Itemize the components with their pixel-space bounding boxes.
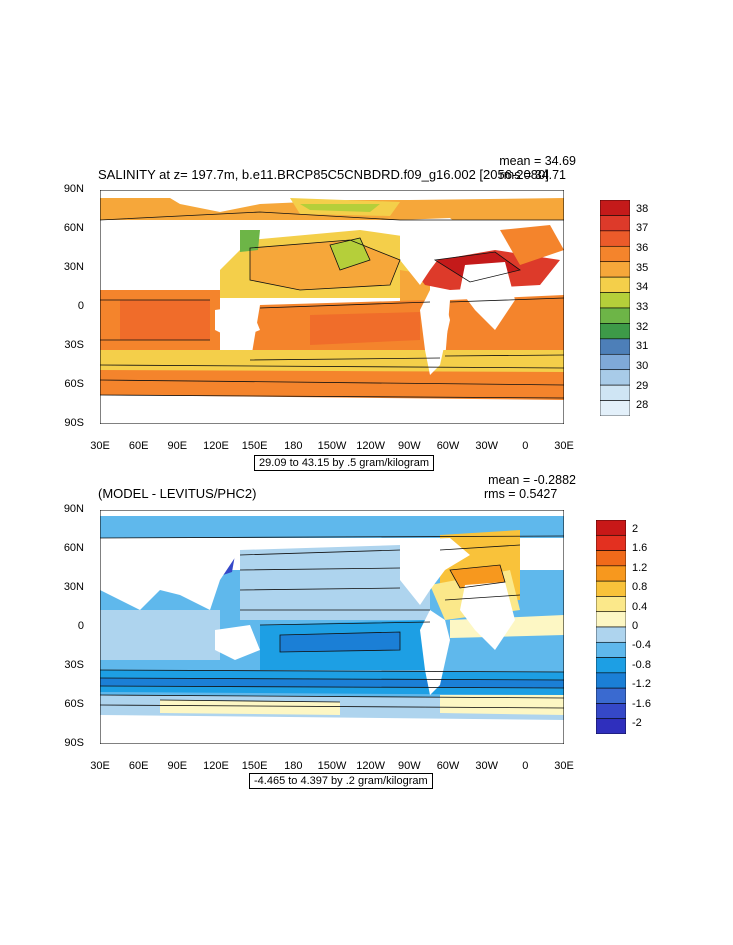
legend-swatch	[596, 534, 626, 551]
lon-tick-label: 90W	[398, 440, 421, 452]
legend-label: 31	[636, 340, 649, 353]
salinity-legend	[600, 200, 630, 416]
lat-tick-label: 60N	[63, 542, 84, 554]
lon-tick-label: 150W	[317, 440, 347, 452]
lon-tick-label: 120E	[203, 760, 229, 772]
rms-value: rms = 34.71	[499, 168, 566, 182]
panel-title: SALINITY at z= 197.7m, b.e11.BRCP85C5CNB…	[98, 167, 549, 182]
legend-swatch	[596, 626, 626, 643]
legend-swatch	[596, 718, 626, 734]
lon-tick-label: 30E	[90, 760, 110, 772]
lon-tick-label: 150E	[241, 760, 268, 772]
lon-tick-label: 0	[522, 440, 529, 452]
legend-swatch	[596, 550, 626, 567]
lon-tick-label: 150E	[241, 440, 268, 452]
lon-tick-label: 90E	[167, 440, 188, 452]
legend-swatch	[596, 596, 626, 613]
legend-swatch	[596, 703, 626, 720]
legend-label: 32	[636, 320, 649, 333]
lon-tick-label: 60E	[128, 760, 149, 772]
legend-swatch	[596, 657, 626, 674]
legend-swatch	[596, 611, 626, 628]
legend-swatch	[596, 641, 626, 658]
legend-label: 2	[632, 522, 639, 535]
legend-label: 37	[636, 222, 649, 235]
lat-tick-label: 60S	[64, 698, 84, 710]
salinity-map	[100, 190, 564, 424]
lon-tick-label: 90W	[398, 760, 421, 772]
lat-tick-label: 90S	[64, 417, 84, 429]
lon-tick-label: 150W	[317, 760, 347, 772]
legend-label: 34	[636, 281, 649, 294]
lat-tick-label: 90S	[64, 737, 84, 749]
lat-tick-label: 90N	[63, 503, 84, 515]
lat-tick-label: 0	[77, 300, 84, 312]
legend-label: 28	[636, 399, 649, 412]
mean-value: mean = 34.69	[499, 154, 576, 168]
lat-tick-label: 60S	[64, 378, 84, 390]
legend-label: 0	[632, 620, 639, 632]
legend-label: -0.8	[632, 658, 651, 671]
difference-legend	[596, 520, 626, 734]
legend-swatch	[596, 672, 626, 689]
lon-tick-label: 120E	[203, 440, 229, 452]
lat-tick-label: 30S	[64, 659, 84, 671]
contour-info: 29.09 to 43.15 by .5 gram/kilogram	[254, 455, 434, 471]
legend-swatch	[596, 687, 626, 704]
rms-value: rms = 0.5427	[484, 487, 558, 501]
legend-label: 0.4	[632, 600, 648, 613]
lon-tick-label: 30E	[554, 760, 574, 772]
legend-label: -1.6	[632, 697, 651, 710]
lon-tick-label: 60E	[128, 440, 149, 452]
lat-tick-label: 30S	[64, 339, 84, 351]
mean-value: mean = -0.2882	[488, 473, 576, 487]
legend-label: 38	[636, 202, 649, 215]
lat-tick-label: 60N	[63, 222, 84, 234]
lat-tick-label: 30N	[63, 261, 84, 273]
salinity-panel: mean = 34.69 SALINITY at z= 197.7m, b.e1…	[63, 154, 649, 471]
legend-label: 29	[636, 379, 649, 392]
lat-tick-label: 90N	[63, 183, 84, 195]
lon-tick-label: 30E	[90, 440, 110, 452]
lon-tick-label: 0	[522, 760, 529, 772]
lon-tick-label: 30W	[475, 440, 498, 452]
difference-map	[100, 510, 564, 744]
lon-tick-label: 120W	[356, 440, 386, 452]
legend-label: 36	[636, 242, 649, 255]
lon-tick-label: 30E	[554, 440, 574, 452]
legend-label: 1.2	[632, 561, 648, 574]
lat-tick-label: 30N	[63, 581, 84, 593]
contour-info: -4.465 to 4.397 by .2 gram/kilogram	[249, 773, 433, 789]
lon-tick-label: 180	[284, 760, 303, 772]
lon-tick-label: 90E	[167, 760, 188, 772]
legend-label: 35	[636, 261, 649, 274]
legend-label: -2	[632, 717, 642, 730]
legend-label: -1.2	[632, 678, 651, 691]
legend-label: 1.6	[632, 542, 648, 555]
legend-swatch	[596, 520, 626, 536]
legend-label: -0.4	[632, 639, 651, 652]
legend-swatch	[596, 580, 626, 597]
legend-label: 30	[636, 359, 649, 372]
panel-title: (MODEL - LEVITUS/PHC2)	[98, 486, 257, 501]
legend-swatch	[596, 565, 626, 582]
legend-label: 33	[636, 301, 649, 313]
lon-tick-label: 60W	[436, 440, 460, 452]
lon-tick-label: 60W	[436, 760, 460, 772]
lon-tick-label: 180	[284, 440, 303, 452]
lon-tick-label: 30W	[475, 760, 498, 772]
legend-label: 0.8	[632, 581, 648, 594]
lon-tick-label: 120W	[356, 760, 386, 772]
lat-tick-label: 0	[77, 620, 84, 632]
